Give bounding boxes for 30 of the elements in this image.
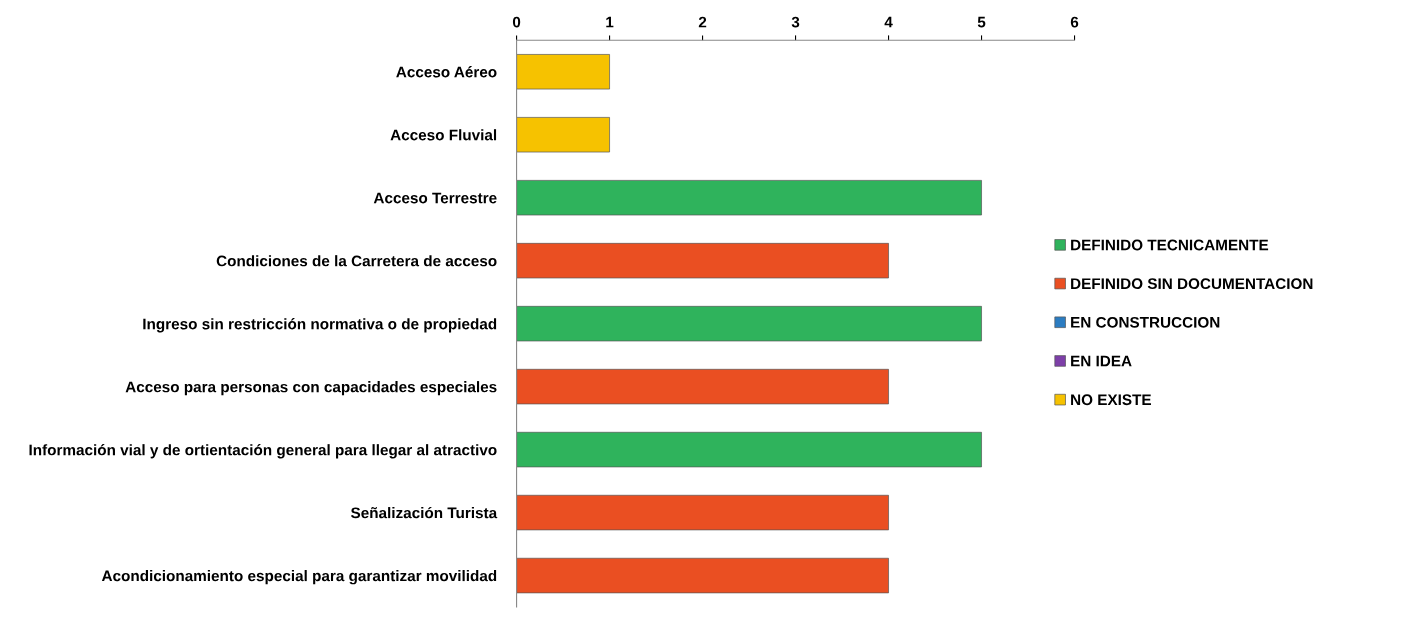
y-tick-label: Acceso Aéreo — [396, 66, 497, 78]
bar — [516, 368, 889, 405]
y-tick-label: Condiciones de la Carretera de acceso — [216, 255, 497, 267]
y-tick-label: Ingreso sin restricción normativa o de propiedad — [143, 318, 497, 333]
bar — [516, 117, 610, 153]
legend-label: NO EXISTE — [1071, 394, 1151, 406]
x-tick-label: 0 — [512, 16, 521, 28]
bar — [516, 305, 982, 342]
bar — [516, 557, 889, 594]
y-tick-label: Acceso Terrestre — [373, 192, 497, 204]
y-tick-label: Acondicionamiento especial para garantizar movilidad — [101, 570, 497, 585]
legend-label: EN CONSTRUCCION — [1071, 316, 1220, 328]
bar — [516, 243, 889, 279]
x-tick-label: 2 — [698, 16, 707, 28]
legend-label: EN IDEA — [1071, 355, 1132, 367]
x-tick-label: 6 — [1070, 16, 1079, 28]
legend-label: DEFINIDO TECNICAMENTE — [1071, 239, 1269, 251]
x-tick-label: 1 — [606, 16, 614, 28]
x-tick-label: 5 — [977, 16, 986, 28]
x-tick-label: 3 — [791, 16, 800, 28]
y-tick-label: Señalización Turista — [350, 506, 498, 519]
x-tick-label: 4 — [884, 16, 893, 28]
bar — [516, 54, 610, 90]
bar — [516, 494, 889, 531]
bar — [516, 180, 982, 216]
y-tick-label: Acceso Fluvial — [390, 129, 497, 141]
y-tick-label: Acceso para personas con capacidades especiales — [125, 381, 497, 396]
y-tick-label: Información vial y de ortientación general para llegar al atractivo — [29, 444, 497, 459]
legend-label: DEFINIDO SIN DOCUMENTACION — [1071, 278, 1313, 290]
bar — [516, 431, 982, 468]
